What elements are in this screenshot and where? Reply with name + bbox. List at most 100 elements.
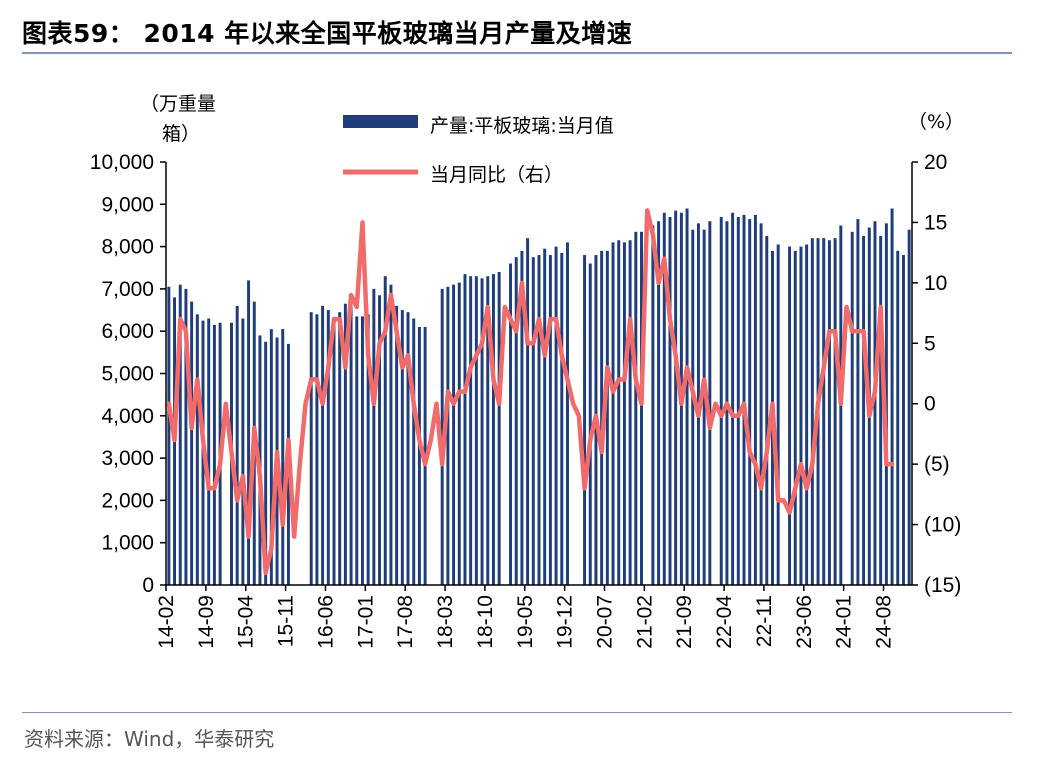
x-tick-label: 16-06 (314, 595, 337, 649)
bar (822, 238, 826, 585)
bar (343, 303, 347, 585)
bar (827, 240, 831, 585)
bar (662, 212, 666, 585)
left-unit-label-line2: 箱） (162, 123, 200, 145)
x-tick-label: 18-03 (434, 595, 457, 649)
bar (657, 221, 661, 585)
bar (560, 252, 564, 585)
bar (890, 208, 894, 585)
bar (793, 250, 797, 585)
bar (452, 284, 456, 585)
bar (378, 295, 382, 585)
bar (212, 324, 216, 585)
bar (269, 329, 273, 585)
x-tick-label: 24-08 (873, 595, 896, 649)
bar (702, 229, 706, 585)
bar (605, 250, 609, 585)
left-tick-label: 2,000 (101, 489, 154, 512)
left-tick-label: 9,000 (101, 193, 154, 216)
bar (241, 318, 245, 585)
bar (896, 250, 900, 585)
right-tick-label: 10 (924, 272, 947, 295)
bar (520, 250, 524, 585)
left-tick-label: 1,000 (101, 532, 154, 555)
bar (583, 255, 587, 585)
bar (190, 301, 194, 585)
footer-divider (22, 712, 1012, 713)
bar (400, 310, 404, 585)
bar (321, 305, 325, 585)
bar (622, 242, 626, 585)
right-tick-label: 20 (924, 151, 947, 174)
bar (742, 214, 746, 586)
bar (281, 329, 285, 585)
bar (247, 280, 251, 585)
bar (372, 288, 376, 585)
bar (685, 208, 689, 585)
bar (873, 221, 877, 585)
line-series-yoy (166, 208, 895, 576)
bar (753, 214, 757, 586)
right-tick-label: (15) (924, 574, 961, 597)
bar (736, 216, 740, 586)
bar (611, 242, 615, 585)
left-tick-label: 5,000 (101, 363, 154, 386)
bar (759, 223, 763, 585)
bar (537, 255, 541, 585)
right-unit-label: （%） (908, 111, 964, 133)
bar (315, 314, 319, 585)
bar (668, 216, 672, 586)
bar (879, 236, 883, 585)
right-tick-label: (5) (924, 453, 950, 476)
bar (907, 229, 911, 585)
left-tick-label: 3,000 (101, 447, 154, 470)
bar (349, 301, 353, 585)
bar (862, 236, 866, 585)
axes (160, 161, 918, 591)
left-unit-label-line1: （万重量 (140, 93, 216, 115)
source-note: 资料来源：Wind，华泰研究 (24, 727, 275, 751)
bar-series-production (167, 208, 911, 586)
x-tick-label: 22-04 (713, 595, 736, 649)
bar (651, 225, 655, 585)
title-divider (22, 52, 1012, 54)
bar (901, 255, 905, 585)
bar (776, 244, 780, 586)
bar (565, 242, 569, 585)
bar (628, 240, 632, 585)
bar (509, 263, 513, 585)
bar (543, 248, 547, 585)
bar (810, 238, 814, 585)
x-tick-label: 21-09 (673, 595, 696, 649)
bar (531, 257, 535, 585)
bar (480, 278, 484, 585)
bar (178, 284, 182, 585)
bar (765, 236, 769, 585)
bar (184, 288, 188, 585)
bar (708, 221, 712, 585)
left-tick-label: 7,000 (101, 278, 154, 301)
x-tick-label: 19-05 (514, 595, 537, 649)
right-tick-label: (10) (924, 514, 961, 537)
bar (457, 282, 461, 585)
bar (674, 210, 678, 585)
bar (634, 231, 638, 586)
left-tick-label: 10,000 (90, 151, 154, 174)
chart-canvas: 10,000 9,000 8,000 7,000 6,000 5,000 4,000 3,00… (90, 93, 964, 649)
bar (719, 216, 723, 586)
right-tick-label: 0 (924, 393, 936, 416)
bar (731, 212, 735, 585)
right-tick-label: 5 (924, 332, 936, 355)
bar (600, 250, 604, 585)
bar (856, 219, 860, 586)
x-tick-label: 23-06 (793, 595, 816, 649)
x-tick-label: 14-09 (195, 595, 218, 649)
bar (412, 318, 416, 585)
bar (383, 276, 387, 585)
bar (355, 316, 359, 585)
bar (617, 240, 621, 585)
bar (491, 274, 495, 585)
bar (788, 246, 792, 585)
bar (195, 314, 199, 585)
bar (389, 284, 393, 585)
